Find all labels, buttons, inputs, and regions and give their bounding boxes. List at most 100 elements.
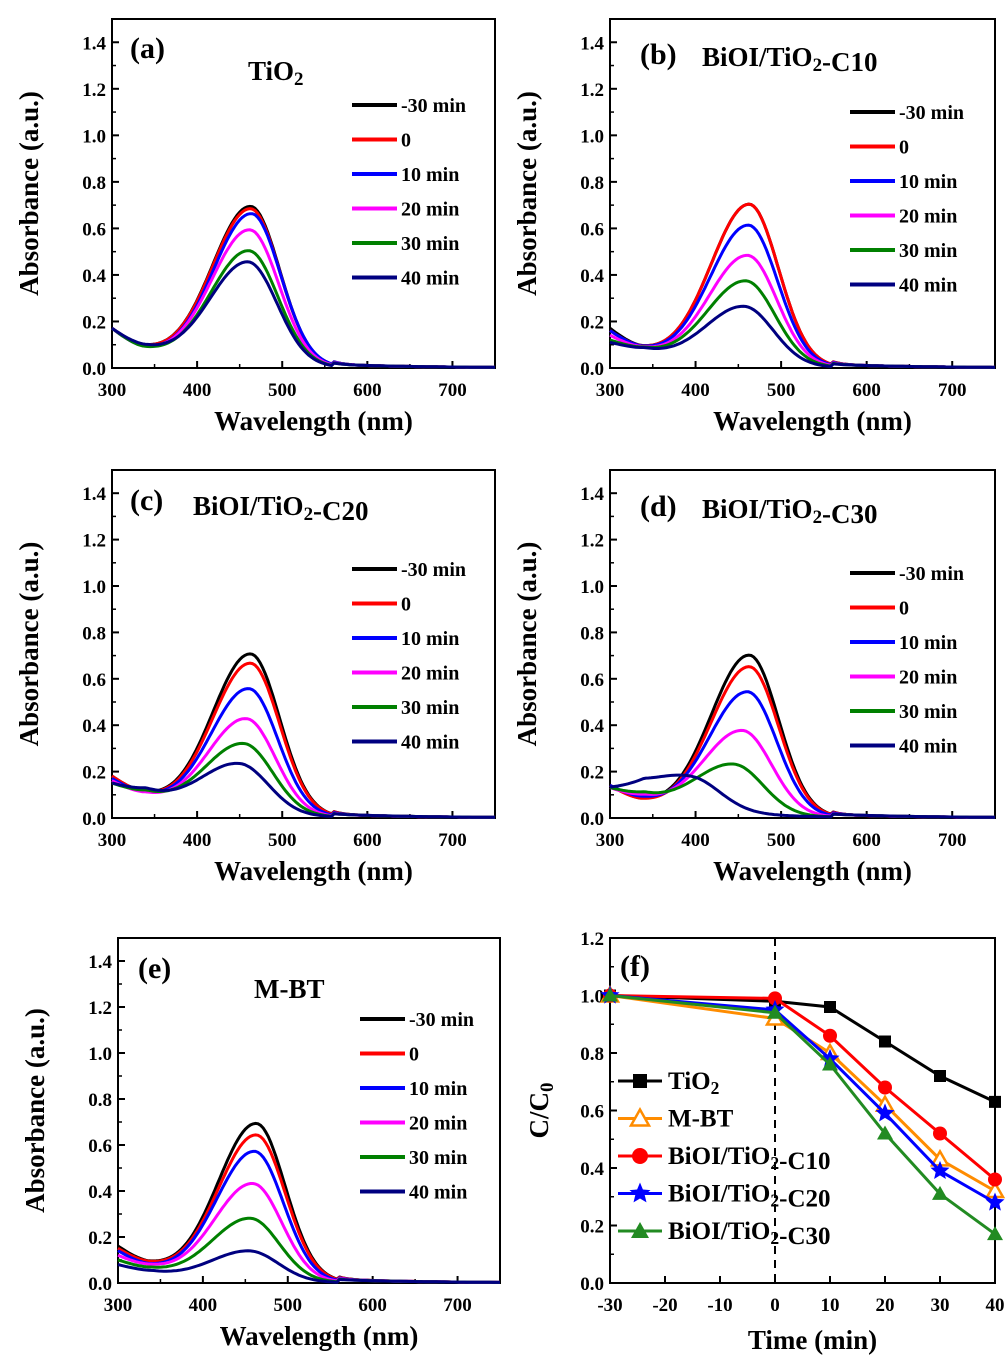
y-tick-label: 0.6 — [82, 670, 106, 691]
marker-square — [879, 1035, 891, 1048]
plot-frame — [111, 469, 496, 819]
legend-label: 20 min — [401, 199, 459, 221]
marker-square — [934, 1070, 946, 1082]
marker-triangle — [631, 1222, 649, 1238]
y-tick-label: 1.0 — [580, 577, 604, 598]
legend-label: 40 min — [401, 268, 459, 290]
series-line-40-min — [117, 1249, 500, 1284]
series-line-40-min — [609, 304, 995, 369]
legend-label: 30 min — [899, 701, 957, 723]
legend-label: 0 — [409, 1044, 419, 1066]
x-tick-label: -10 — [707, 1295, 732, 1316]
legend-label: 20 min — [409, 1113, 467, 1135]
x-tick-label: 500 — [268, 380, 297, 401]
legend: -30 min 0 10 min 20 min 30 min 40 min — [352, 95, 466, 290]
marker-star — [875, 1103, 895, 1122]
y-tick-label: 1.2 — [580, 929, 604, 950]
panel-letter: (d) — [640, 490, 677, 523]
series-line-C10 — [609, 994, 996, 1181]
x-tick-label: 300 — [596, 380, 625, 401]
marker-square — [989, 1095, 1001, 1108]
legend-label: TiO2 — [668, 1068, 719, 1098]
panel-d: 0.0 0.2 0.4 0.6 0.8 1.0 1.2 1.4 300 400 500 600 700 W… — [512, 469, 996, 886]
x-tick-label: 30 — [931, 1295, 950, 1316]
y-axis-label: Absorbance (a.u.) — [512, 542, 542, 747]
y-tick-label: 0.2 — [580, 763, 604, 784]
series-line-M-BT — [609, 994, 996, 1193]
y-tick-label: 1.4 — [580, 33, 604, 54]
x-tick-label: 500 — [767, 830, 796, 851]
y-tick-label: 0.4 — [88, 1182, 112, 1203]
x-tick-label: 400 — [681, 830, 710, 851]
y-tick-label: 0.2 — [580, 312, 604, 333]
legend-label: BiOI/TiO2-C20 — [668, 1181, 831, 1213]
legend-label: 20 min — [401, 663, 459, 685]
legend: -30 min 0 10 min 20 min 30 min 40 min — [360, 1009, 474, 1204]
y-tick-label: 1.4 — [82, 33, 106, 54]
x-tick-label: 400 — [183, 380, 212, 401]
y-axis-label: Absorbance (a.u.) — [512, 91, 542, 296]
marker-triangle — [877, 1125, 893, 1140]
x-axis-label: Wavelength (nm) — [220, 1321, 419, 1351]
marker-circle — [988, 1172, 1002, 1187]
x-axis-label: Wavelength (nm) — [713, 406, 912, 436]
x-tick-label: 500 — [268, 830, 297, 851]
panel-title: BiOI/TiO2-C10 — [702, 42, 878, 77]
legend-label: 30 min — [401, 233, 459, 255]
x-tick-label: 400 — [183, 830, 212, 851]
legend: -30 min 0 10 min 20 min 30 min 40 min — [850, 102, 964, 297]
x-tick-label: 10 — [821, 1295, 840, 1316]
marker-triangle — [932, 1185, 948, 1200]
x-tick-label: -30 — [597, 1295, 622, 1316]
y-tick-label: 1.2 — [580, 80, 604, 101]
panel-title: BiOI/TiO2-C30 — [702, 494, 878, 529]
y-tick-label: 1.0 — [82, 577, 106, 598]
marker-triangle — [767, 1004, 783, 1019]
y-tick-label: 0.2 — [82, 312, 106, 333]
curves — [111, 652, 496, 819]
marker-circle — [632, 1148, 648, 1164]
series-line-10-min — [117, 1149, 500, 1284]
marker-triangle — [822, 1056, 838, 1071]
panel-f: 0.0 0.2 0.4 0.6 0.8 1.0 1.2 -30 -20 -10 0 10 20 30 40 T… — [524, 929, 1006, 1355]
y-tick-label: 0.6 — [82, 219, 106, 240]
x-tick-label: 700 — [938, 830, 967, 851]
legend-label: 40 min — [409, 1182, 467, 1204]
y-tick-label: 0.0 — [580, 809, 604, 830]
legend-label: -30 min — [899, 563, 964, 585]
y-tick-label: 0.8 — [88, 1090, 112, 1111]
curves — [111, 204, 496, 369]
panel-title: TiO2 — [248, 56, 304, 90]
y-axis-label: C/C0 — [524, 1083, 558, 1139]
series-line-20-min — [609, 253, 995, 369]
x-tick-label: 600 — [353, 830, 382, 851]
y-tick-label: 0.0 — [88, 1274, 112, 1295]
legend-label: 0 — [401, 130, 411, 152]
marker-square — [633, 1074, 647, 1088]
legend-label: 40 min — [401, 732, 459, 754]
y-tick-label: 0.0 — [82, 359, 106, 380]
x-tick-label: 600 — [353, 380, 382, 401]
x-tick-label: 20 — [876, 1295, 895, 1316]
curves — [609, 202, 995, 369]
x-tick-label: -20 — [652, 1295, 677, 1316]
marker-star — [930, 1160, 950, 1179]
panel-title: M-BT — [254, 974, 325, 1004]
legend-label: 10 min — [899, 171, 957, 193]
y-tick-label: 0.8 — [82, 623, 106, 644]
legend-label: 20 min — [899, 206, 957, 228]
y-tick-label: 0.0 — [580, 1274, 604, 1295]
series-line-C20 — [609, 994, 996, 1204]
x-tick-label: 500 — [767, 380, 796, 401]
legend-label: 0 — [899, 598, 909, 620]
curves — [609, 653, 996, 819]
y-tick-label: 1.0 — [580, 126, 604, 147]
series-line-40-min — [111, 761, 495, 819]
y-tick-label: 0.4 — [580, 716, 604, 737]
panel-a: 0.0 0.2 0.4 0.6 0.8 1.0 1.2 1.4 300 400 500 600 700 W… — [14, 18, 496, 436]
series — [599, 984, 1006, 1241]
y-axis-label: Absorbance (a.u.) — [20, 1008, 50, 1213]
y-tick-label: 0.2 — [88, 1228, 112, 1249]
legend-label: 10 min — [899, 632, 957, 654]
legend-label: 0 — [401, 594, 411, 616]
